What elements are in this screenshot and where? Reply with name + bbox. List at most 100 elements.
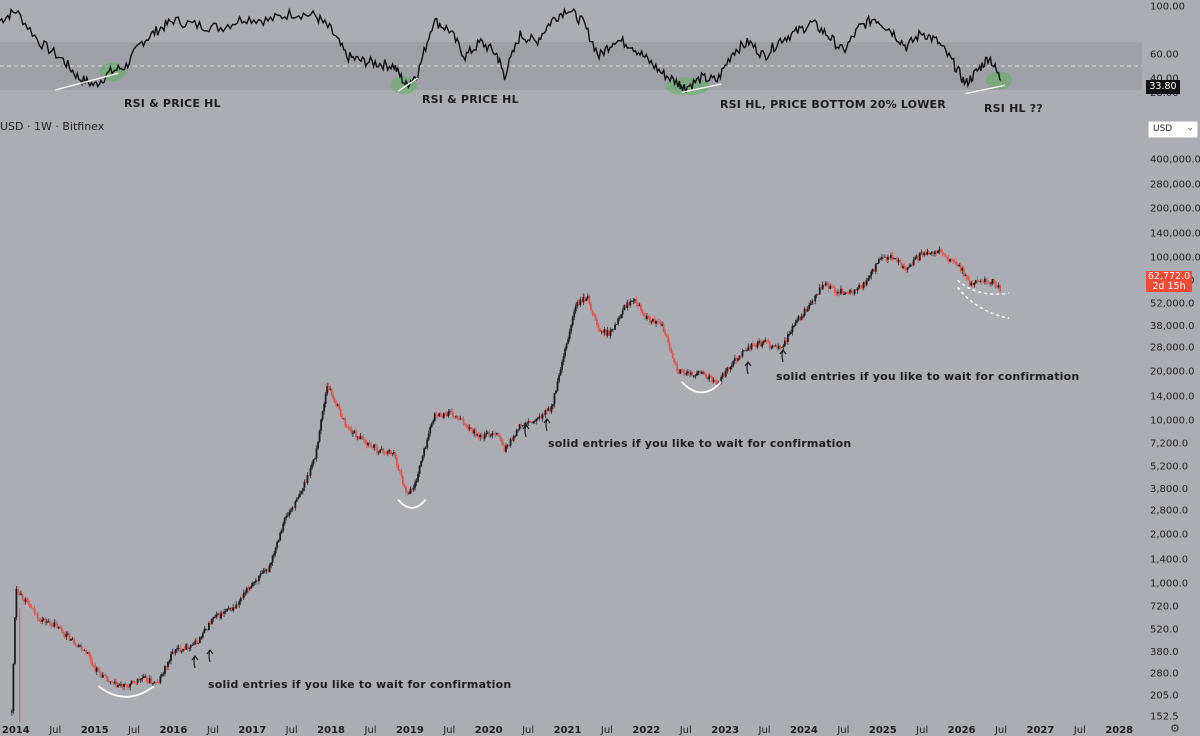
price-candle (538, 416, 541, 419)
price-candle (279, 532, 282, 541)
time-axis-year: 2020 (475, 725, 503, 736)
price-candle (361, 436, 363, 438)
price-candle (956, 264, 959, 267)
currency-select[interactable]: USD ⌄ (1148, 121, 1198, 138)
price-candle (820, 287, 823, 290)
price-candle (500, 437, 503, 442)
price-candle (154, 681, 157, 683)
time-axis-month: Jul (127, 725, 140, 736)
price-candle (461, 418, 463, 420)
price-candle (705, 374, 707, 379)
price-candle (208, 622, 210, 630)
price-candle (600, 330, 603, 332)
price-candle (115, 681, 118, 688)
price-candle (29, 604, 31, 608)
price-candle (714, 379, 717, 382)
time-axis-month: Jul (600, 725, 613, 736)
time-axis-year: 2018 (317, 725, 345, 736)
price-candle (941, 251, 944, 255)
price-candle (45, 621, 48, 623)
price-candle (174, 649, 177, 654)
time-axis-year: 2021 (554, 725, 582, 736)
price-candle (497, 433, 500, 437)
price-candle (109, 681, 112, 683)
price-candle (118, 684, 121, 686)
price-candle (456, 415, 459, 418)
price-candle (195, 640, 198, 644)
price-candle (727, 367, 730, 370)
price-candle (632, 300, 635, 302)
price-candle (762, 341, 765, 344)
price-candle (529, 421, 532, 423)
price-candle (241, 597, 244, 599)
price-candle (377, 452, 380, 454)
rsi-annotation-label: RSI & PRICE HL (422, 93, 519, 106)
price-candle (335, 402, 338, 406)
price-candle (597, 324, 600, 329)
price-candle (51, 625, 54, 627)
price-candle (532, 421, 535, 424)
rsi-green-marker (986, 71, 1013, 90)
price-candle (888, 256, 891, 259)
time-axis-month: Jul (679, 725, 692, 736)
price-candle (458, 417, 460, 420)
price-candle (580, 299, 583, 302)
price-candle (671, 352, 674, 359)
price-candle (201, 633, 204, 638)
price-candle (76, 645, 78, 647)
price-candle (880, 257, 883, 259)
price-candle (188, 647, 191, 649)
price-candle (326, 386, 329, 395)
price-candle (392, 452, 395, 454)
price-candle (485, 433, 488, 435)
price-candle (255, 580, 257, 583)
price-candle (723, 373, 726, 377)
price-candle (259, 573, 262, 576)
price-candle (752, 343, 754, 346)
price-candle (318, 430, 321, 442)
currency-select-value: USD (1153, 124, 1173, 134)
price-candle (71, 638, 74, 640)
rsi-last-value-badge: 33.80 (1146, 80, 1180, 94)
price-candle (53, 622, 56, 627)
price-candle (641, 310, 644, 313)
price-candle (846, 292, 848, 294)
price-candle (107, 681, 110, 683)
price-candle (547, 408, 550, 411)
price-candle (268, 565, 271, 573)
price-candle (997, 285, 1000, 288)
price-candle (276, 542, 279, 548)
price-candle (68, 633, 71, 641)
price-candle (623, 305, 626, 311)
price-candle (221, 612, 224, 614)
price-candle (112, 682, 115, 684)
price-candle (215, 614, 218, 617)
gear-icon[interactable]: ⚙ (1170, 722, 1180, 735)
price-candle (67, 633, 69, 635)
price-candle (733, 358, 736, 361)
price-candle (509, 438, 512, 446)
price-candle (952, 259, 955, 262)
price-candle (897, 259, 900, 262)
price-candle (924, 252, 927, 255)
price-candle (835, 292, 838, 294)
price-candle (311, 463, 313, 469)
rsi-axis-tick: 100.00 (1150, 2, 1185, 13)
price-candle (27, 600, 30, 605)
price-candle (74, 643, 77, 646)
price-candle (668, 342, 671, 349)
annotation-arrow (522, 424, 530, 430)
price-candle (874, 264, 877, 272)
symbol-label[interactable]: USD · 1W · Bitfinex (0, 120, 105, 133)
price-candle (606, 330, 609, 336)
price-candle (730, 365, 733, 368)
price-candle (418, 466, 421, 474)
price-candle (164, 665, 166, 674)
price-candle (499, 436, 501, 438)
price-candle (329, 389, 332, 390)
price-candle (661, 324, 664, 326)
price-candle (489, 435, 492, 437)
price-candle (209, 622, 212, 625)
price-candle (294, 501, 297, 508)
